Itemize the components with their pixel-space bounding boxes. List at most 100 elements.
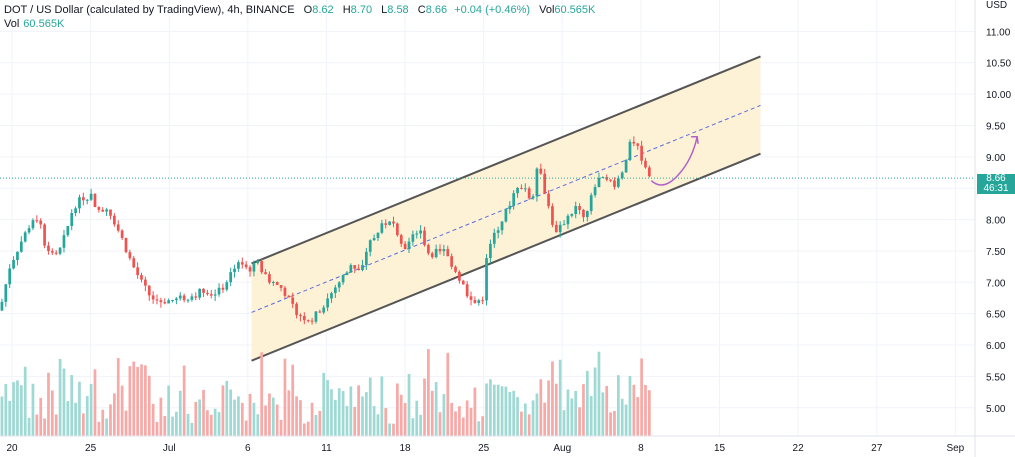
volume-bar bbox=[182, 365, 186, 436]
candle-body bbox=[89, 193, 93, 200]
candle-body bbox=[357, 268, 360, 270]
candle-body bbox=[268, 274, 271, 283]
candle-body bbox=[585, 211, 589, 218]
volume-bar bbox=[256, 414, 260, 436]
volume-bar bbox=[582, 384, 585, 436]
volume-bar bbox=[364, 392, 368, 436]
volume-bar bbox=[113, 393, 116, 436]
candle-body bbox=[85, 199, 89, 201]
candle-body bbox=[167, 300, 170, 304]
candle-body bbox=[109, 209, 112, 216]
volume-bar bbox=[597, 351, 601, 436]
candle-body bbox=[465, 284, 469, 297]
volume-bar bbox=[268, 393, 271, 436]
candle-body bbox=[473, 299, 477, 303]
volume-bar bbox=[496, 384, 500, 436]
candle-body bbox=[562, 224, 566, 226]
volume-bar bbox=[74, 402, 77, 436]
candle-body bbox=[8, 268, 12, 285]
candle-body bbox=[527, 188, 531, 199]
volume-bar bbox=[27, 417, 31, 436]
candle-body bbox=[512, 193, 516, 206]
volume-bar bbox=[523, 403, 527, 436]
volume-bar bbox=[275, 404, 279, 436]
time-tick-label: 20 bbox=[6, 443, 18, 454]
candle-body bbox=[380, 223, 384, 233]
candle-body bbox=[609, 179, 612, 181]
volume-bar bbox=[632, 384, 636, 436]
candle-body bbox=[275, 281, 279, 286]
candle-body bbox=[543, 173, 547, 194]
volume-bar bbox=[4, 383, 8, 436]
volume-bar bbox=[155, 421, 159, 436]
volume-bar bbox=[485, 383, 488, 436]
volume-bar bbox=[570, 398, 574, 436]
candle-body bbox=[430, 253, 434, 258]
candle-body bbox=[628, 141, 632, 161]
candle-body bbox=[337, 282, 341, 288]
volume-bar bbox=[372, 406, 376, 436]
volume-bar bbox=[159, 397, 163, 436]
volume-bar bbox=[35, 414, 39, 436]
volume-bar bbox=[295, 396, 298, 436]
candle-body bbox=[434, 248, 438, 258]
candle-body bbox=[4, 284, 8, 302]
volume-bar bbox=[8, 400, 12, 436]
volume-bar bbox=[648, 390, 651, 436]
candle-body bbox=[492, 232, 496, 244]
candle-body bbox=[384, 223, 388, 225]
volume-bar bbox=[78, 381, 81, 436]
candle-body bbox=[582, 209, 585, 218]
candle-body bbox=[244, 264, 248, 268]
volume-bar bbox=[640, 358, 643, 436]
volume-bar bbox=[500, 386, 504, 436]
volume-bar bbox=[178, 390, 182, 436]
candle-body bbox=[333, 287, 337, 294]
volume-bar bbox=[299, 400, 302, 436]
candle-body bbox=[461, 280, 465, 285]
candle-body bbox=[120, 230, 124, 238]
candle-body bbox=[593, 187, 597, 196]
candlesticks bbox=[0, 136, 651, 325]
volume-bar bbox=[62, 368, 66, 436]
volume-bar bbox=[574, 391, 578, 436]
price-axis: 11.0010.5010.009.509.008.508.007.507.006… bbox=[974, 0, 1011, 457]
candle-body bbox=[632, 141, 636, 144]
candle-body bbox=[454, 266, 457, 272]
candle-body bbox=[376, 232, 380, 239]
candle-body bbox=[295, 303, 298, 315]
volume-bar bbox=[97, 421, 101, 436]
candle-body bbox=[194, 296, 198, 298]
candle-body bbox=[264, 272, 267, 275]
volume-bar bbox=[310, 402, 314, 436]
candle-body bbox=[423, 230, 426, 245]
volume-bar bbox=[260, 352, 264, 436]
volume-bar bbox=[58, 358, 62, 436]
volume-bar bbox=[562, 410, 566, 436]
candle-body bbox=[78, 197, 81, 209]
volume-bar bbox=[353, 406, 357, 436]
candle-body bbox=[644, 160, 647, 168]
price-tick-label: 7.00 bbox=[986, 278, 1006, 289]
volume-bar bbox=[384, 408, 388, 436]
volume-bar bbox=[109, 404, 112, 436]
volume-bar bbox=[43, 418, 46, 436]
volume-bar bbox=[217, 412, 221, 436]
volume-bar bbox=[361, 396, 364, 436]
candle-body bbox=[523, 188, 527, 190]
volume-bar bbox=[0, 396, 4, 436]
volume-bar bbox=[589, 396, 593, 436]
volume-bar bbox=[419, 414, 422, 436]
volume-bar bbox=[551, 361, 554, 436]
time-tick-label: Jul bbox=[163, 443, 176, 454]
volume-bar bbox=[392, 423, 395, 436]
candle-body bbox=[438, 248, 442, 252]
price-tick-label: 6.50 bbox=[986, 310, 1006, 321]
candle-body bbox=[221, 287, 225, 290]
high-label: H bbox=[342, 4, 351, 16]
volume-bar bbox=[450, 402, 454, 436]
volume-bar bbox=[105, 418, 108, 436]
volume-bar bbox=[442, 394, 446, 436]
volume-bar bbox=[124, 410, 128, 436]
